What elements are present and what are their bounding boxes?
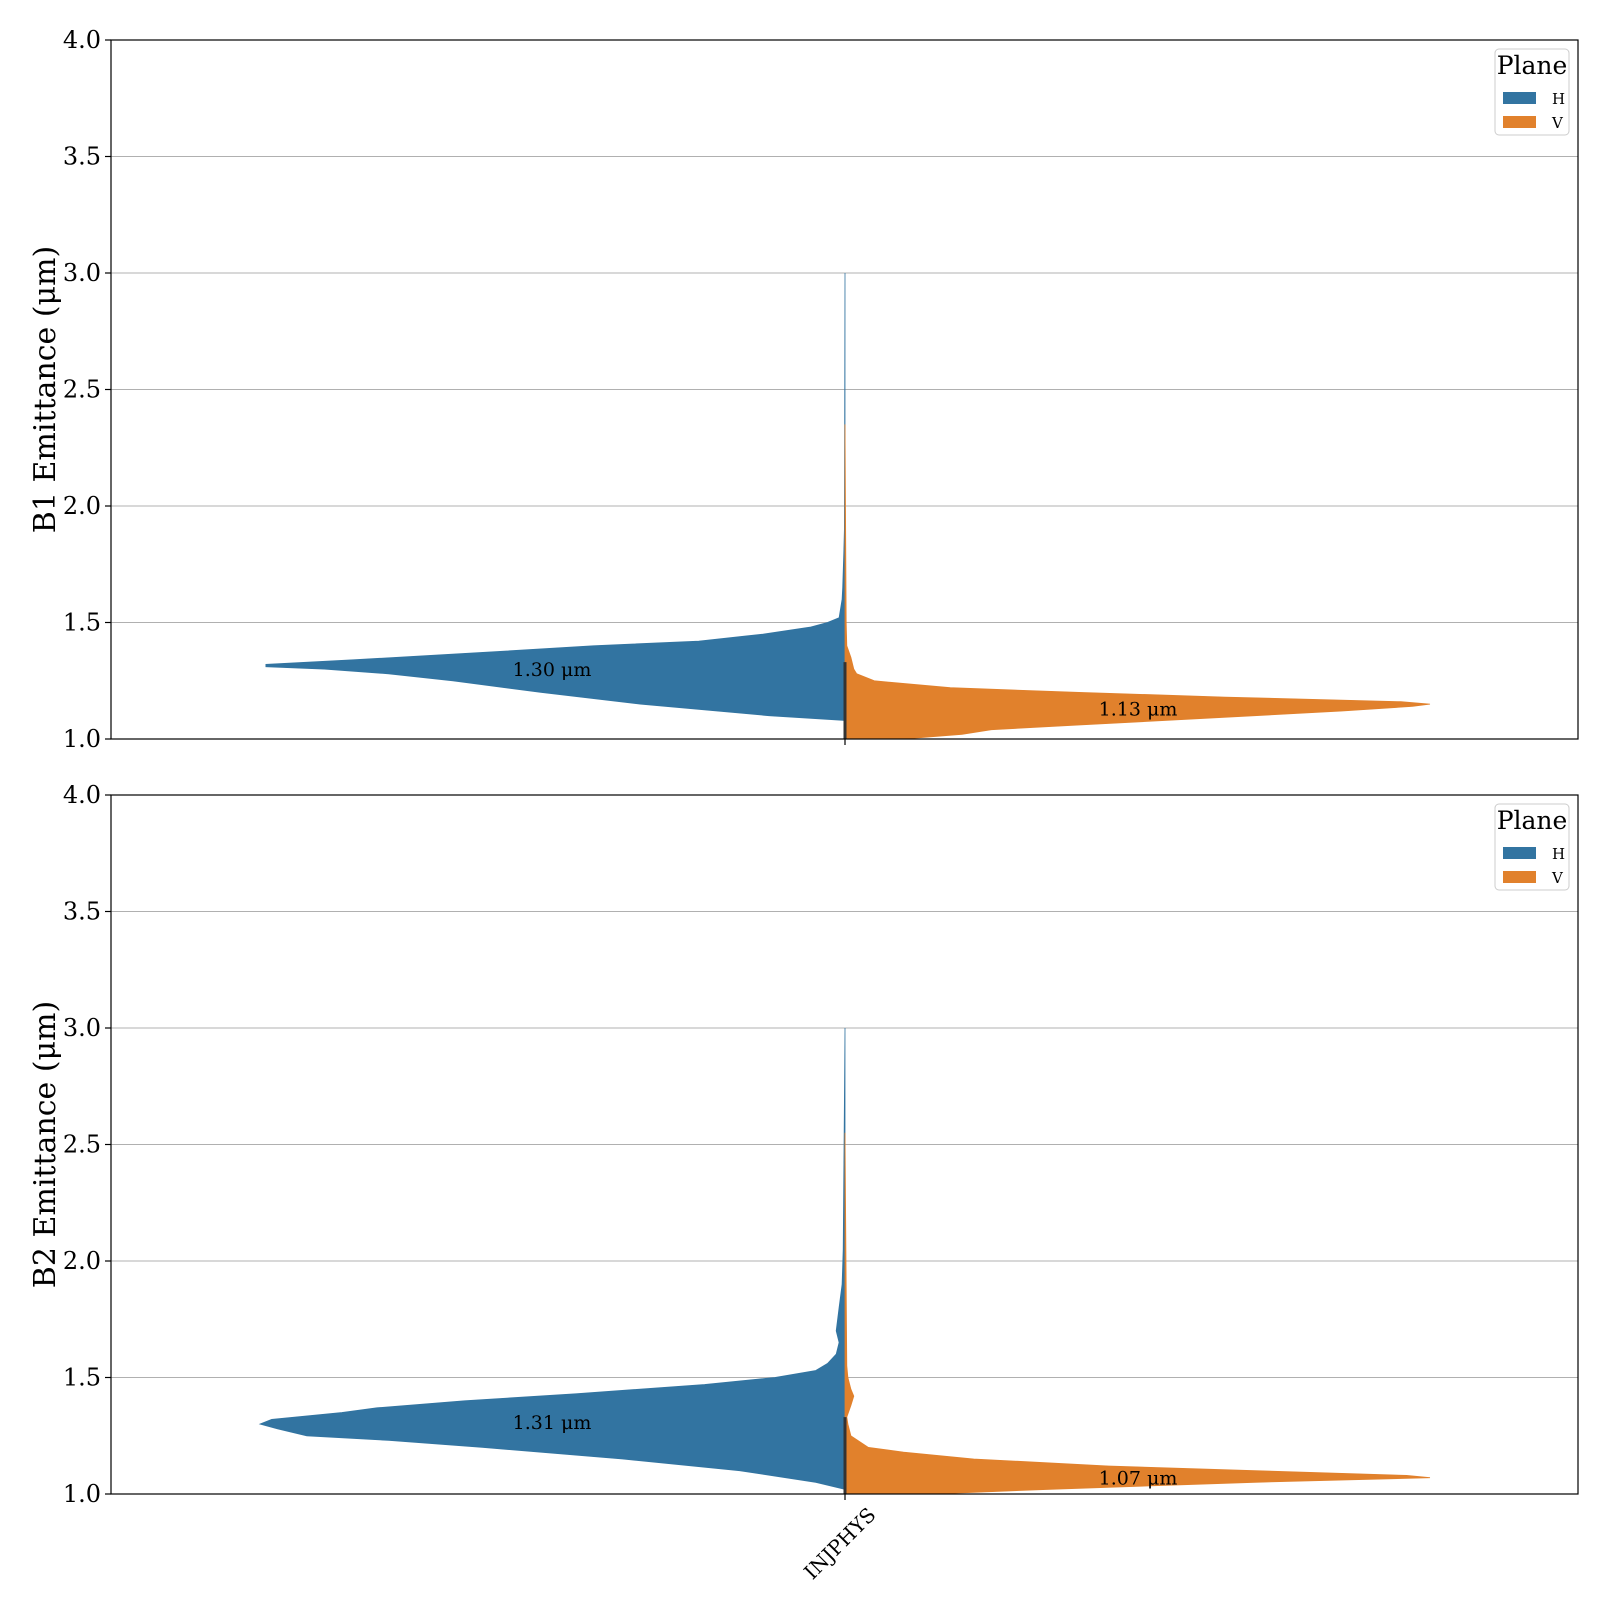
legend-swatch-h [1503,847,1536,859]
chart-panel-1: 1.0 1.5 2.0 2.5 3.0 3.5 4.0 1.30 μm 1.13 μm B1 Em… [28,26,1579,753]
violin-h [265,272,846,721]
y-tick-label: 4.0 [63,781,101,809]
violin-median-label: 1.07 μm [1099,1468,1178,1490]
legend-title: Plane [1497,51,1568,80]
violin-v [844,424,1431,740]
y-tick-label: 3.0 [63,1014,101,1042]
legend-swatch-h [1503,92,1536,104]
violin-median-label: 1.30 μm [513,659,592,681]
y-tick-label: 2.5 [63,376,101,404]
y-tick-label: 2.5 [63,1131,101,1159]
legend: Plane HV [1494,48,1570,136]
y-axis-label: B1 Emittance (μm) [28,246,63,533]
legend-entry-label: V [1551,869,1564,887]
legend-swatch-v [1503,871,1536,883]
legend: Plane HV [1494,803,1570,891]
y-tick-label: 3.5 [63,898,101,926]
chart-panel-2: 1.0 1.5 2.0 2.5 3.0 3.5 4.0 1.31 μm 1.07 μm B2 Em… [28,781,1579,1508]
y-tick-label: 1.0 [63,1480,101,1508]
legend-swatch-v [1503,116,1536,128]
violin-h [258,1027,846,1490]
y-axis-label: B2 Emittance (μm) [28,1001,63,1288]
legend-title: Plane [1497,806,1568,835]
x-category-label: INJPHYS [799,1503,880,1584]
y-tick-label: 3.0 [63,259,101,287]
y-tick-label: 1.5 [63,609,101,637]
violin-v [844,1132,1431,1495]
y-tick-label: 4.0 [63,26,101,54]
y-tick-label: 1.5 [63,1364,101,1392]
legend-entry-label: H [1552,845,1565,863]
violin-median-label: 1.13 μm [1099,699,1178,721]
violin-median-label: 1.31 μm [513,1412,592,1434]
legend-entry-label: V [1551,114,1564,132]
y-tick-label: 2.0 [63,1247,101,1275]
y-tick-label: 2.0 [63,492,101,520]
y-tick-label: 3.5 [63,143,101,171]
y-tick-label: 1.0 [63,725,101,753]
legend-entry-label: H [1552,90,1565,108]
